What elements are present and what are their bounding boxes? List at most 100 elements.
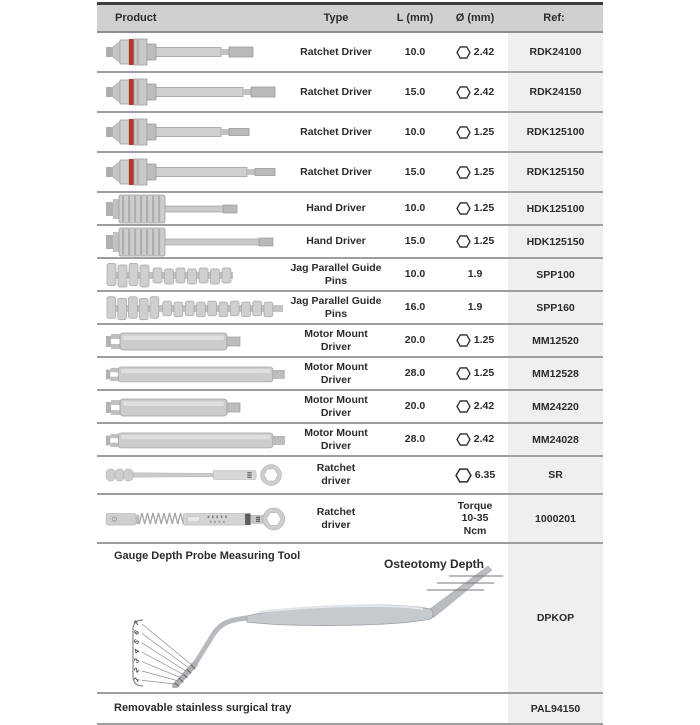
hex-socket-icon <box>456 85 471 99</box>
length-cell: 15.0 <box>404 165 426 178</box>
length-cell: 10.0 <box>404 202 426 215</box>
diameter-cell: 1.25 <box>445 113 505 151</box>
ref-cell: DPKOP <box>505 544 603 692</box>
hex-socket-icon <box>456 202 471 215</box>
hex-socket-icon <box>456 334 471 347</box>
diameter-cell: 2.42 <box>445 424 505 455</box>
length-cell: 28.0 <box>404 433 426 446</box>
diameter-cell: 2.42 <box>445 73 505 111</box>
type-cell: Ratchet Driver <box>300 125 372 138</box>
table-row: Motor Mount Driver 28.0 2.42 MM24028 <box>97 424 603 457</box>
type-cell: Jag Parallel Guide Pins <box>290 294 382 320</box>
depth-scale-bracket <box>132 619 144 687</box>
ref-cell: 1000201 <box>505 495 603 542</box>
table-row: Ratchet driver 6.35 SR <box>97 457 603 495</box>
diameter-value: 2.42 <box>473 85 495 98</box>
ref-cell: PAL94150 <box>505 694 603 723</box>
product-image-motor-mount-l28 <box>97 358 287 389</box>
length-cell <box>385 457 445 493</box>
table-row: Hand Driver 15.0 1.25 HDK125150 <box>97 226 603 259</box>
depth-scale-number: 7 <box>133 620 141 628</box>
diameter-value: 2.42 <box>473 400 495 413</box>
osteotomy-depth-label: Osteotomy Depth <box>384 557 485 571</box>
depth-scale-number: 4 <box>133 648 141 656</box>
diameter-cell: 1.25 <box>445 226 505 257</box>
depth-scale-number: 5 <box>133 639 141 647</box>
product-image-motor-mount-l20 <box>97 391 287 422</box>
depth-probe-image: 76 543 21 <box>132 565 503 688</box>
length-cell: 20.0 <box>404 400 426 413</box>
probe-handle-highlight <box>258 604 424 614</box>
table-row: Ratchet Driver 15.0 1.25 RDK125150 <box>97 153 603 193</box>
diameter-cell: Torque 10-35 Ncm <box>445 495 505 542</box>
product-image-ratchet-driver-hex242-l15 <box>97 73 287 111</box>
probe-graduated-tip <box>172 661 198 688</box>
table-body: Ratchet Driver 10.0 2.42 RDK24100 Ratchet … <box>97 33 603 544</box>
product-image-ratchet-driver-hex242-l10 <box>97 33 287 71</box>
type-cell: Ratchet driver <box>316 505 356 531</box>
product-image-guide-pin-l10 <box>97 259 287 290</box>
product-image-hand-driver-l10 <box>97 193 287 224</box>
type-cell: Ratchet Driver <box>300 85 372 98</box>
diameter-value: 1.25 <box>473 202 495 215</box>
ref-cell: RDK24150 <box>505 73 603 111</box>
length-cell <box>385 495 445 542</box>
table-row: Ratchet Driver 10.0 2.42 RDK24100 <box>97 33 603 73</box>
diameter-value: 1.25 <box>473 367 495 380</box>
length-cell: 20.0 <box>404 334 426 347</box>
diameter-cell: 1.25 <box>445 358 505 389</box>
product-image-guide-pin-l16 <box>97 292 287 323</box>
table-header-row: Product Type L (mm) Ø (mm) Ref: <box>97 5 603 33</box>
type-cell: Hand Driver <box>306 202 366 215</box>
column-header-type: Type <box>323 12 349 24</box>
table-row: Motor Mount Driver 20.0 2.42 MM24220 <box>97 391 603 424</box>
ref-cell: RDK24100 <box>505 33 603 71</box>
probe-handle-body <box>246 604 434 626</box>
ref-cell: RDK125150 <box>505 153 603 191</box>
ref-cell: SPP100 <box>505 259 603 290</box>
type-cell: Ratchet Driver <box>300 165 372 178</box>
ref-cell: HDK125150 <box>505 226 603 257</box>
length-cell: 16.0 <box>404 301 426 314</box>
length-cell: 15.0 <box>404 235 426 248</box>
product-image-motor-mount-l28 <box>97 424 287 455</box>
type-cell: Motor Mount Driver <box>304 393 368 419</box>
length-cell: 10.0 <box>404 45 426 58</box>
depth-scale-number: 2 <box>133 667 141 675</box>
tray-product-label: Removable stainless surgical tray <box>114 701 292 714</box>
hex-socket-icon <box>456 165 471 179</box>
hex-socket-icon <box>456 125 471 139</box>
diameter-cell: 1.9 <box>445 292 505 323</box>
diameter-cell: 6.35 <box>445 457 505 493</box>
ref-cell: RDK125100 <box>505 113 603 151</box>
table-row: Jag Parallel Guide Pins 10.0 1.9 SPP100 <box>97 259 603 292</box>
diameter-value: 1.9 <box>467 268 483 281</box>
column-header-diameter: Ø (mm) <box>455 12 495 24</box>
diameter-cell: 1.25 <box>445 325 505 356</box>
ref-cell: HDK125100 <box>505 193 603 224</box>
ref-cell: MM24220 <box>505 391 603 422</box>
diameter-value: 1.9 <box>467 301 483 314</box>
hex-socket-icon <box>456 367 471 380</box>
type-cell: Ratchet driver <box>316 462 356 487</box>
hex-socket-icon <box>456 235 471 248</box>
column-header-length: L (mm) <box>396 12 434 24</box>
gauge-probe-row: Gauge Depth Probe Measuring Tool Osteoto… <box>97 544 603 694</box>
gauge-probe-cell: Gauge Depth Probe Measuring Tool Osteoto… <box>97 544 505 692</box>
type-cell: Ratchet Driver <box>300 45 372 58</box>
product-image-sr-ratchet-wrench <box>97 457 287 493</box>
table-row: Ratchet driver Torque 10-35 Ncm 1000201 <box>97 495 603 544</box>
diameter-value: 2.42 <box>473 433 495 446</box>
length-cell: 10.0 <box>404 268 426 281</box>
length-cell: 28.0 <box>404 367 426 380</box>
ref-cell: MM12528 <box>505 358 603 389</box>
product-image-motor-mount-l20 <box>97 325 287 356</box>
hex-socket-icon <box>456 433 471 446</box>
ref-cell: SPP160 <box>505 292 603 323</box>
ref-cell: SR <box>505 457 603 493</box>
diameter-value: Torque 10-35 Ncm <box>457 499 493 537</box>
length-cell: 15.0 <box>404 85 426 98</box>
column-header-ref: Ref: <box>543 12 565 24</box>
instrument-spec-table: Product Type L (mm) Ø (mm) Ref: Ratchet … <box>97 2 603 725</box>
table-row: Hand Driver 10.0 1.25 HDK125100 <box>97 193 603 226</box>
